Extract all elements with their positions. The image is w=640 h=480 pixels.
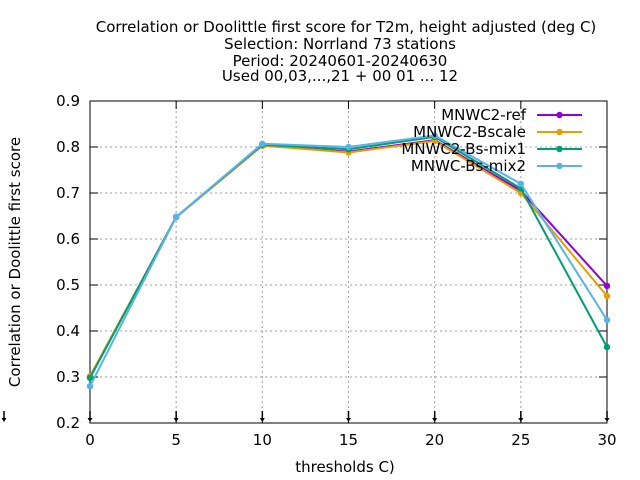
- x-axis-arrow-head: [518, 418, 524, 422]
- data-point: [259, 140, 266, 147]
- x-tick-label: 25: [511, 431, 530, 449]
- y-tick-label: 0.7: [56, 184, 80, 202]
- legend-label: MNWC-Bs-mix2: [411, 157, 526, 175]
- data-point: [86, 383, 94, 390]
- legend-label: MNWC2-Bscale: [413, 123, 526, 141]
- data-point: [603, 316, 611, 324]
- x-axis-arrow-head: [259, 418, 265, 422]
- x-axis-arrow-head: [87, 418, 93, 422]
- x-axis-arrow-head: [346, 418, 351, 422]
- legend-swatch-point: [556, 145, 563, 153]
- series-MNWC2-Bscale: [86, 137, 611, 380]
- legend: MNWC2-refMNWC2-BscaleMNWC2-Bs-mix1MNWC-B…: [401, 106, 582, 175]
- title-line-1: Correlation or Doolittle first score for…: [96, 18, 597, 36]
- y-tick-label: 0.3: [56, 368, 80, 386]
- series-MNWC2-ref: [86, 136, 611, 381]
- data-point: [603, 343, 611, 351]
- y-axis-label: Correlation or Doolittle first score: [6, 137, 24, 387]
- grid: [90, 101, 607, 423]
- x-tick-label: 10: [253, 431, 272, 449]
- y-tick-label: 0.9: [56, 92, 80, 110]
- legend-label: MNWC2-Bs-mix1: [401, 140, 526, 158]
- x-tick-label: 5: [171, 431, 181, 449]
- data-point: [431, 132, 438, 139]
- title-line-2: Selection: Norrland 73 stations: [224, 35, 456, 53]
- data-point: [603, 282, 611, 290]
- y-tick-label: 0.2: [56, 414, 80, 432]
- left-arrow-head: [1, 418, 7, 422]
- legend-label: MNWC2-ref: [441, 106, 526, 124]
- title-line-3: Period: 20240601-20240630: [233, 52, 448, 70]
- legend-swatch-point: [556, 162, 563, 170]
- x-axis: 0 5 10 15 20 25 30: [1, 101, 617, 449]
- y-tick-label: 0.4: [56, 322, 80, 340]
- series-line: [89, 134, 608, 387]
- x-tick-label: 0: [85, 431, 95, 449]
- title-line-4: Used 00,03,...,21 + 00 01 ... 12: [222, 67, 458, 85]
- legend-swatch-point: [556, 128, 563, 136]
- y-tick-label: 0.6: [56, 230, 80, 248]
- legend-swatch-point: [556, 111, 563, 119]
- chart-title: Correlation or Doolittle first score for…: [96, 18, 597, 85]
- x-axis-arrow-head: [173, 418, 179, 422]
- data-point: [603, 292, 611, 300]
- y-tick-label: 0.8: [56, 138, 80, 156]
- x-tick-label: 20: [425, 431, 444, 449]
- data-point: [517, 180, 525, 187]
- y-tick-label: 0.5: [56, 276, 80, 294]
- data-point: [345, 143, 352, 151]
- x-tick-label: 15: [339, 431, 358, 449]
- data-point: [86, 374, 94, 382]
- x-axis-label: thresholds C): [295, 458, 395, 476]
- x-tick-label: 30: [597, 431, 616, 449]
- data-point: [172, 213, 180, 221]
- series-MNWC-Bs-mix2: [86, 132, 611, 390]
- x-axis-arrow-head: [432, 418, 438, 422]
- series-layer: [86, 132, 611, 390]
- x-axis-arrow-head: [604, 418, 610, 422]
